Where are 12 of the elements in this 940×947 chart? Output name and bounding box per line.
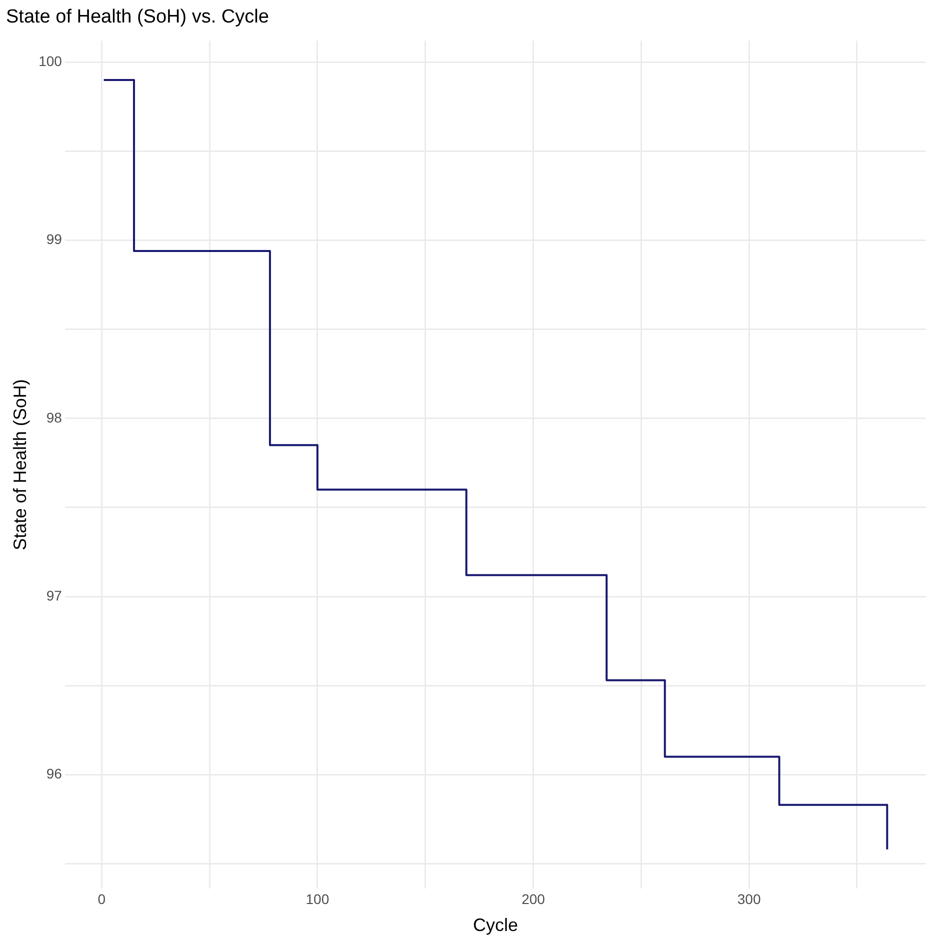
y-tick-label: 99 <box>46 231 62 248</box>
x-tick-label: 200 <box>522 890 546 907</box>
x-tick-label: 300 <box>737 890 761 907</box>
y-axis-title: State of Health (SoH) <box>10 379 30 550</box>
y-tick-label: 96 <box>46 765 62 782</box>
y-tick-label: 97 <box>46 587 62 604</box>
x-axis-title: Cycle <box>472 915 518 936</box>
x-tick-label: 100 <box>306 890 330 907</box>
y-tick-label: 98 <box>46 409 62 426</box>
x-tick-label: 0 <box>98 890 106 907</box>
y-tick-label: 100 <box>38 53 62 70</box>
chart-title: State of Health (SoH) vs. Cycle <box>6 6 269 28</box>
